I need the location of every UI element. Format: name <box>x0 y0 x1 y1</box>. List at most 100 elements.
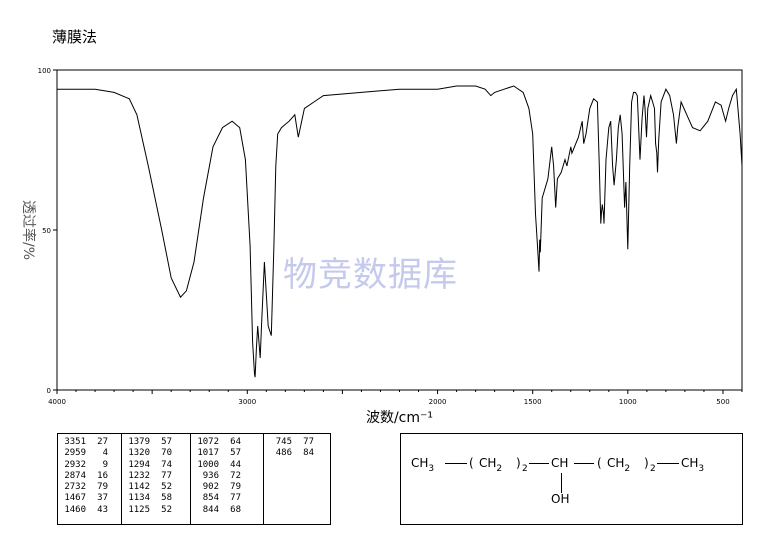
peak-column-2: 1379 57 1320 70 1294 74 1232 77 1142 52 1134 58 1125… <box>122 434 191 524</box>
peak-transmittance: 64 <box>230 437 241 447</box>
oh-group: OH <box>551 492 570 506</box>
peak-wavenumber: 936 <box>202 470 219 481</box>
ch2-group-2: CH2 <box>607 456 631 474</box>
peak-row: 902 79 <box>191 482 263 493</box>
peak-row: 1232 77 <box>122 471 190 482</box>
structure-formula: CH3 ( CH2 ) 2 CH OH ( CH2 ) 2 CH3 <box>400 433 743 525</box>
y-tick-label: 0 <box>47 387 51 395</box>
open-paren-1: ( <box>469 456 474 470</box>
peak-row: 854 77 <box>191 493 263 504</box>
peak-row: 2732 79 <box>58 482 121 493</box>
peak-row: 1125 52 <box>122 505 190 516</box>
peak-wavenumber: 1017 <box>197 448 219 459</box>
peak-transmittance: 77 <box>230 493 241 504</box>
peak-row: 2874 16 <box>58 471 121 482</box>
peak-transmittance: 72 <box>230 470 241 481</box>
peak-column-4: 745 77 486 84 <box>264 434 330 524</box>
peak-wavenumber: 1142 <box>128 482 150 493</box>
bond-3 <box>574 463 594 464</box>
x-tick-label: 4000 <box>48 398 66 406</box>
peak-row: 2932 9 <box>58 460 121 471</box>
peak-row: 1460 43 <box>58 505 121 516</box>
peak-transmittance: 57 <box>161 437 172 447</box>
bond-oh <box>561 473 562 493</box>
x-tick-label: 1000 <box>619 398 637 406</box>
peak-row: 1072 64 <box>191 437 263 448</box>
peak-transmittance: 43 <box>97 504 108 515</box>
peak-wavenumber: 2932 <box>64 459 86 470</box>
peak-row: 1134 58 <box>122 493 190 504</box>
peak-row: 3351 27 <box>58 437 121 448</box>
close-paren-1: ) <box>516 456 521 470</box>
peak-wavenumber: 1294 <box>128 459 150 470</box>
peak-wavenumber: 854 <box>202 493 219 504</box>
watermark: 物竞数据库 <box>283 255 458 295</box>
peak-transmittance: 77 <box>303 437 314 447</box>
x-axis-label: 波数/cm⁻¹ <box>366 410 433 426</box>
peak-wavenumber: 1000 <box>197 459 219 470</box>
close-paren-2: ) <box>644 456 649 470</box>
ch3-left: CH3 <box>411 456 435 474</box>
peak-wavenumber: 844 <box>202 504 219 515</box>
peak-row: 1017 57 <box>191 448 263 459</box>
spectrum-line <box>57 85 743 378</box>
method-title: 薄膜法 <box>52 28 98 46</box>
peak-row: 1379 57 <box>122 437 190 448</box>
y-tick-label: 100 <box>38 67 51 75</box>
peak-row: 745 77 <box>264 437 330 448</box>
peak-wavenumber: 3351 <box>64 437 86 447</box>
ch3-right: CH3 <box>681 456 705 474</box>
peak-row: 1320 70 <box>122 448 190 459</box>
y-tick-label: 50 <box>42 227 51 235</box>
y-axis-label: 透过率/% <box>20 200 37 260</box>
peak-column-3: 1072 64 1017 57 1000 44 936 72 902 79 854 77 844 68 <box>191 434 264 524</box>
peak-wavenumber: 902 <box>202 482 219 493</box>
x-tick-label: 2000 <box>429 398 447 406</box>
peak-wavenumber: 1125 <box>128 504 150 515</box>
peak-transmittance: 27 <box>97 437 108 447</box>
peak-wavenumber: 2874 <box>64 470 86 481</box>
ch2-group-1: CH2 <box>479 456 503 474</box>
peak-transmittance: 9 <box>102 459 108 470</box>
peak-transmittance: 79 <box>230 482 241 493</box>
peak-wavenumber: 1232 <box>128 470 150 481</box>
peak-transmittance: 77 <box>161 470 172 481</box>
x-tick-label: 1500 <box>524 398 542 406</box>
open-paren-2: ( <box>597 456 602 470</box>
peak-transmittance: 79 <box>97 482 108 493</box>
ch-group: CH <box>551 456 569 470</box>
peak-row: 1467 37 <box>58 493 121 504</box>
x-tick-label: 500 <box>716 398 729 406</box>
peak-transmittance: 44 <box>230 459 241 470</box>
peak-row: 1294 74 <box>122 460 190 471</box>
peak-row: 936 72 <box>191 471 263 482</box>
peak-row: 1142 52 <box>122 482 190 493</box>
peak-row: 1000 44 <box>191 460 263 471</box>
peak-transmittance: 68 <box>230 504 241 515</box>
peak-transmittance: 52 <box>161 482 172 493</box>
bond-2 <box>529 463 549 464</box>
x-tick-label: 3000 <box>238 398 256 406</box>
peak-transmittance: 58 <box>161 493 172 504</box>
peak-transmittance: 16 <box>97 470 108 481</box>
peak-transmittance: 74 <box>161 459 172 470</box>
repeat-count-1: 2 <box>522 464 528 474</box>
peak-wavenumber: 1320 <box>128 448 150 459</box>
peak-row: 844 68 <box>191 505 263 516</box>
ir-spectrum-chart: 4000 3000 2000 1500 1000 500 0 50 100 波数/cm⁻¹ 透过率/… <box>20 67 743 426</box>
peak-wavenumber: 1072 <box>197 437 219 447</box>
peak-wavenumber: 2959 <box>64 448 86 459</box>
peak-table: 3351 27 2959 4 2932 9 2874 16 2732 79 1467 37 1460 43… <box>57 433 331 525</box>
peak-transmittance: 70 <box>161 448 172 459</box>
bond-1 <box>445 463 467 464</box>
peak-wavenumber: 1134 <box>128 493 150 504</box>
peak-wavenumber: 2732 <box>64 482 86 493</box>
peak-column-1: 3351 27 2959 4 2932 9 2874 16 2732 79 1467 37 1460 43 <box>58 434 122 524</box>
peak-row: 2959 4 <box>58 448 121 459</box>
peak-transmittance: 52 <box>161 504 172 515</box>
peak-row: 486 84 <box>264 448 330 459</box>
bond-4 <box>657 463 679 464</box>
peak-transmittance: 57 <box>230 448 241 459</box>
peak-transmittance: 4 <box>102 448 108 459</box>
peak-wavenumber: 745 <box>275 437 292 447</box>
